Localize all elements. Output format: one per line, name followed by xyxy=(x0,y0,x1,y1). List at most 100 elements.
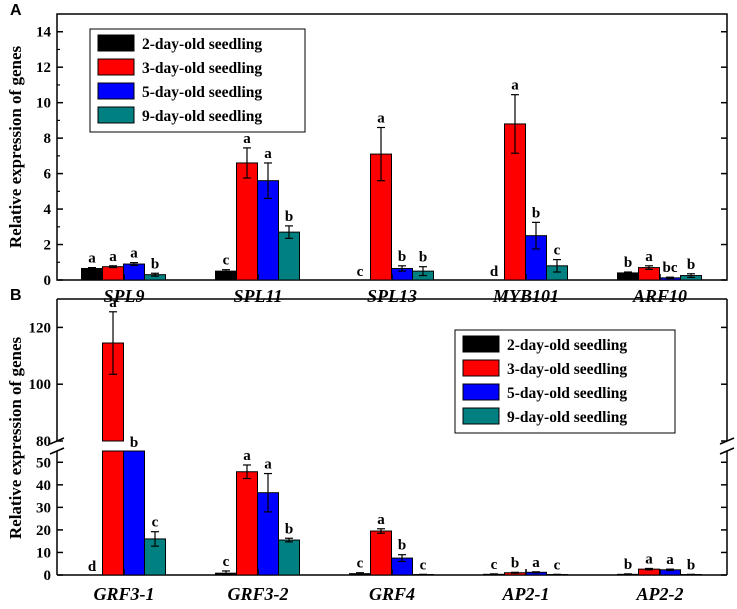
panel-a-bar-spl9-0 xyxy=(81,267,103,281)
panel-b-y-tick-label: 30 xyxy=(36,500,51,516)
panel-b-sig-letter: c xyxy=(152,515,159,531)
panel-a-sig-letter: a xyxy=(645,249,653,265)
panel-a-legend-swatch-1 xyxy=(97,58,135,76)
panel-b-legend-label-1: 3-day-old seedling xyxy=(507,361,627,378)
panel-b-legend: 2-day-old seedling 3-day-old seedling 5-da… xyxy=(454,329,676,434)
panel-b-legend-label-2: 5-day-old seedling xyxy=(507,385,627,402)
panel-b-sig-letter: b xyxy=(687,557,695,573)
panel-b-sig-letter: b xyxy=(624,557,632,573)
panel-b-sig-letter: a xyxy=(377,512,385,528)
panel-b-sig-letter: a xyxy=(666,552,674,568)
panel-a-bar-spl11-3 xyxy=(278,231,300,281)
panel-a-sig-letter: a xyxy=(377,110,385,126)
panel-b-y-tick-label: 50 xyxy=(36,455,51,471)
panel-a-sig-letter: b xyxy=(419,250,427,266)
panel-b-y-tick-label: 100 xyxy=(29,377,52,393)
panel-b-letter: B xyxy=(10,287,22,304)
panel-a-sig-letter: c xyxy=(223,253,230,269)
panel-a-y-tick-label: 2 xyxy=(44,238,52,254)
panel-a-legend-label-2: 5-day-old seedling xyxy=(142,84,262,101)
panel-a-y-tick-label: 6 xyxy=(44,167,52,183)
panel-a-sig-letter: b xyxy=(151,256,159,272)
panel-b-legend-swatch-3 xyxy=(462,407,500,425)
panel-a-y-tick-label: 0 xyxy=(44,273,52,289)
panel-b-sig-letter: a xyxy=(109,295,117,311)
panel-b-bar-grf4-1 xyxy=(370,530,392,576)
panel-a-y-tick-label: 8 xyxy=(44,131,52,147)
panel-a-sig-letter: c xyxy=(554,243,561,259)
panel-a-x-label-spl13: SPL13 xyxy=(367,286,417,306)
panel-b-x-label-grf3-2: GRF3-2 xyxy=(227,584,288,604)
panel-a-bar-spl9-1 xyxy=(102,266,124,281)
panel-b-sig-letter: c xyxy=(554,557,561,573)
panel-a-sig-letter: a xyxy=(130,246,138,262)
panel-b-bar-grf3-2-1 xyxy=(236,471,258,576)
panel-b-y-tick-label: 0 xyxy=(44,568,52,584)
panel-a-legend-swatch-0 xyxy=(97,34,135,52)
panel-a-sig-letter: a xyxy=(88,251,96,267)
panel-a-sig-letter: a xyxy=(264,146,272,162)
panel-b-sig-letter: a xyxy=(645,551,653,567)
panel-b-y-tick-label: 120 xyxy=(29,320,52,336)
panel-b-legend-label-3: 9-day-old seedling xyxy=(507,409,627,426)
panel-b-x-label-ap2-2: AP2-2 xyxy=(636,584,684,604)
panel-b-bar-grf3-2-3 xyxy=(278,539,300,576)
panel-a-y-tick-label: 4 xyxy=(44,202,52,218)
panel-a-legend-swatch-2 xyxy=(97,82,135,100)
panel-b-y-tick-label: 40 xyxy=(36,478,51,494)
panel-b-y-axis-label: Relative expression of genes xyxy=(6,337,25,540)
panel-b-bar-grf3-1-1-lower xyxy=(102,450,124,576)
panel-b-bar-grf3-1-2 xyxy=(123,450,145,576)
panel-b-sig-letter: a xyxy=(264,457,272,473)
panel-a-sig-letter: c xyxy=(357,264,364,280)
panel-a: A Relative expression of genes 0 2 4 6 8 10 12… xyxy=(6,2,728,306)
panel-b-legend-swatch-0 xyxy=(462,335,500,353)
panel-b-y-tick-label: 10 xyxy=(36,545,51,561)
panel-b-sig-letter: a xyxy=(532,555,540,571)
panel-a-sig-letter: b xyxy=(687,257,695,273)
panel-a-sig-letter: a xyxy=(511,78,519,94)
panel-a-legend: 2-day-old seedling 3-day-old seedling 5-da… xyxy=(89,28,306,133)
panel-a-x-label-spl9: SPL9 xyxy=(103,286,144,306)
panel-a-legend-label-0: 2-day-old seedling xyxy=(142,36,262,53)
panel-b: B Relative expression of genes 0 10 20 30 40… xyxy=(6,287,735,604)
panel-a-sig-letter: b xyxy=(285,209,293,225)
panel-a-sig-letter: a xyxy=(243,131,251,147)
panel-a-y-tick-label: 12 xyxy=(36,60,51,76)
panel-b-x-categories: GRF3-1 GRF3-2 GRF4 AP2-1 AP2-2 xyxy=(93,569,684,604)
panel-b-sig-letter: c xyxy=(223,554,230,570)
panel-a-bar-spl9-2 xyxy=(123,263,145,281)
panel-b-x-label-ap2-1: AP2-1 xyxy=(502,584,550,604)
panel-b-sig-letter: b xyxy=(398,538,406,554)
panel-b-legend-label-0: 2-day-old seedling xyxy=(507,337,627,354)
panel-b-x-label-grf3-1: GRF3-1 xyxy=(93,584,154,604)
panel-a-x-label-arf10: ARF10 xyxy=(632,286,687,306)
panel-a-sig-letter: d xyxy=(490,264,499,280)
panel-a-y-axis-label: Relative expression of genes xyxy=(6,46,25,249)
panel-b-sig-letter: c xyxy=(491,557,498,573)
panel-b-sig-letter: d xyxy=(88,559,97,575)
panel-a-sig-letter: b xyxy=(532,205,540,221)
panel-b-sig-letter: c xyxy=(420,557,427,573)
panel-b-y-tick-label: 20 xyxy=(36,523,51,539)
panel-b-x-label-grf4: GRF4 xyxy=(369,584,415,604)
panel-a-legend-label-1: 3-day-old seedling xyxy=(142,60,262,77)
panel-a-x-categories: SPL9 SPL11 SPL13 MYB101 ARF10 xyxy=(103,274,687,306)
panel-a-sig-letter: bc xyxy=(663,260,678,276)
panel-a-x-label-myb101: MYB101 xyxy=(492,286,559,306)
panel-b-legend-swatch-1 xyxy=(462,359,500,377)
panel-b-sig-letter: b xyxy=(130,435,138,451)
panel-a-sig-letter: a xyxy=(109,249,117,265)
panel-a-y-tick-label: 10 xyxy=(36,96,51,112)
panel-a-letter: A xyxy=(10,2,22,19)
panel-b-sig-letter: a xyxy=(243,448,251,464)
panel-a-bar-spl11-1 xyxy=(236,162,258,281)
panel-a-y-ticks: 0 2 4 6 8 10 12 14 xyxy=(36,25,727,289)
panel-a-sig-letter: b xyxy=(398,249,406,265)
panel-b-sig-letter: c xyxy=(357,556,364,572)
panel-a-legend-label-3: 9-day-old seedling xyxy=(142,108,262,125)
panel-b-y-ticks: 0 10 20 30 40 50 80 100 120 xyxy=(29,320,727,584)
